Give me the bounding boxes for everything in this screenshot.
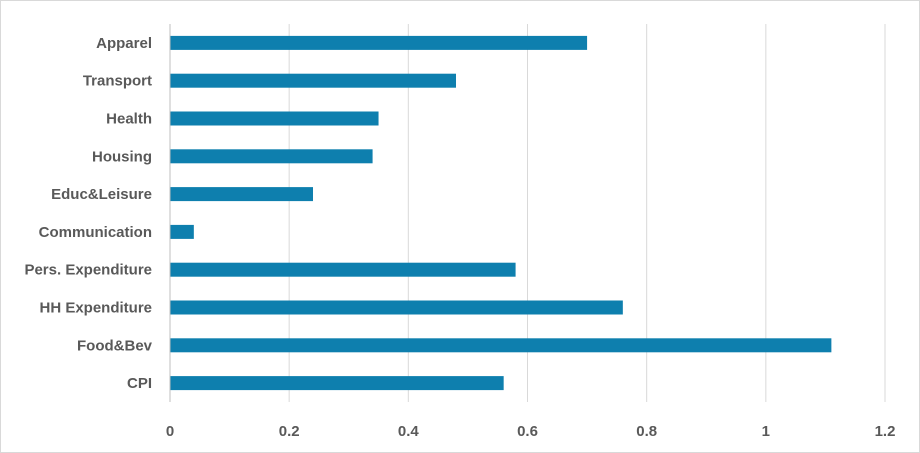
x-tick-label: 0.2 bbox=[279, 423, 300, 440]
bar bbox=[170, 111, 379, 126]
bar bbox=[170, 187, 313, 202]
bar bbox=[170, 149, 373, 164]
category-labels: CPI Food&Bev HH Expenditure Pers. Expenditu… bbox=[24, 35, 152, 392]
category-label: HH Expenditure bbox=[39, 300, 152, 317]
category-label: Educ&Leisure bbox=[51, 186, 152, 203]
category-label: Pers. Expenditure bbox=[24, 262, 152, 279]
x-tick-label: 0.6 bbox=[517, 423, 538, 440]
category-label: Health bbox=[106, 111, 152, 128]
bars bbox=[170, 35, 832, 391]
x-tick-label: 0 bbox=[166, 423, 174, 440]
category-label: Communication bbox=[39, 224, 152, 241]
bar bbox=[170, 338, 832, 353]
x-tick-labels: 0 0.2 0.4 0.6 0.8 1 1.2 bbox=[166, 423, 896, 440]
x-tick-label: 0.8 bbox=[636, 423, 657, 440]
category-label: Housing bbox=[92, 148, 152, 165]
bar bbox=[170, 73, 456, 88]
x-tick-label: 0.4 bbox=[398, 423, 420, 440]
category-label: Apparel bbox=[96, 35, 152, 52]
x-tick-label: 1.2 bbox=[875, 423, 896, 440]
bar bbox=[170, 262, 516, 277]
x-tick-label: 1 bbox=[762, 423, 770, 440]
category-label: Food&Bev bbox=[77, 337, 153, 354]
bar bbox=[170, 376, 504, 391]
category-label: Transport bbox=[83, 73, 152, 90]
bar bbox=[170, 300, 623, 315]
bar bbox=[170, 35, 588, 50]
bar bbox=[170, 224, 194, 239]
category-label: CPI bbox=[127, 375, 152, 392]
